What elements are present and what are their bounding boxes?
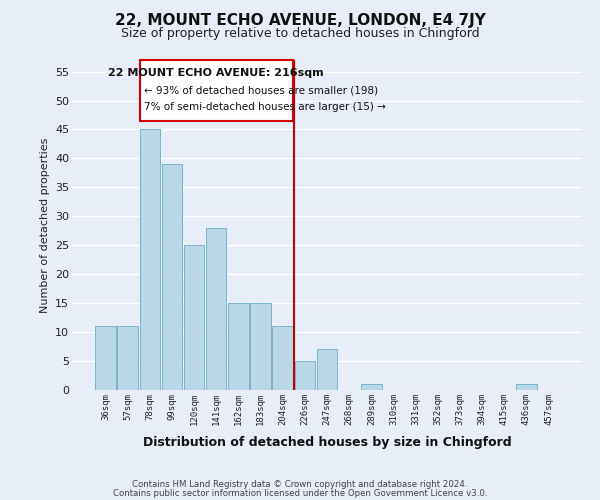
Bar xyxy=(95,326,116,390)
Bar xyxy=(228,303,248,390)
Text: Contains public sector information licensed under the Open Government Licence v3: Contains public sector information licen… xyxy=(113,488,487,498)
Bar xyxy=(206,228,226,390)
Bar xyxy=(184,246,204,390)
Bar xyxy=(250,303,271,390)
Bar xyxy=(161,164,182,390)
Bar xyxy=(317,350,337,390)
Bar xyxy=(140,60,293,121)
Text: 7% of semi-detached houses are larger (15) →: 7% of semi-detached houses are larger (1… xyxy=(144,102,386,113)
Y-axis label: Number of detached properties: Number of detached properties xyxy=(40,138,50,312)
Text: ← 93% of detached houses are smaller (198): ← 93% of detached houses are smaller (19… xyxy=(144,85,378,95)
Bar xyxy=(361,384,382,390)
Bar xyxy=(516,384,536,390)
X-axis label: Distribution of detached houses by size in Chingford: Distribution of detached houses by size … xyxy=(143,436,511,449)
Text: Contains HM Land Registry data © Crown copyright and database right 2024.: Contains HM Land Registry data © Crown c… xyxy=(132,480,468,489)
Text: 22, MOUNT ECHO AVENUE, LONDON, E4 7JY: 22, MOUNT ECHO AVENUE, LONDON, E4 7JY xyxy=(115,12,485,28)
Text: 22 MOUNT ECHO AVENUE: 216sqm: 22 MOUNT ECHO AVENUE: 216sqm xyxy=(109,68,324,78)
Bar xyxy=(118,326,138,390)
Text: Size of property relative to detached houses in Chingford: Size of property relative to detached ho… xyxy=(121,28,479,40)
Bar xyxy=(140,130,160,390)
Bar xyxy=(295,361,315,390)
Bar xyxy=(272,326,293,390)
